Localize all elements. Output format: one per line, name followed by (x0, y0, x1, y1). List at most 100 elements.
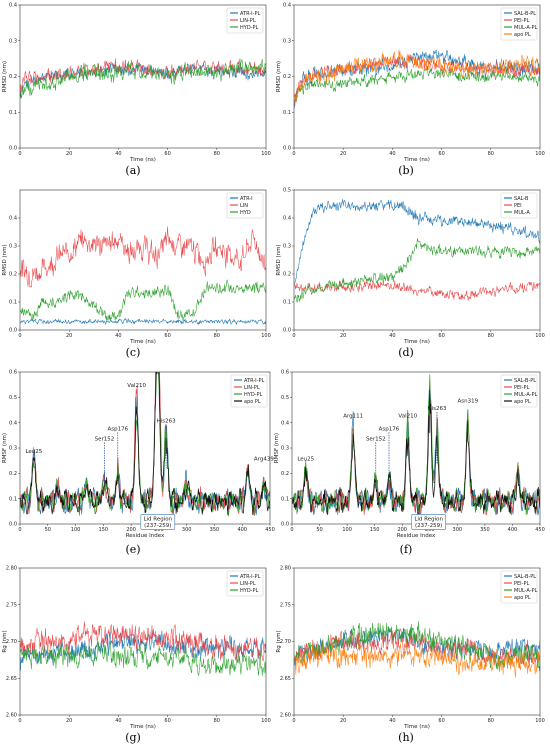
x-tick-label: 450 (265, 527, 275, 533)
legend-entry: PEI-PL (514, 385, 529, 391)
y-axis-label: RMSD (nm) (276, 61, 282, 92)
y-tick-label: 0.6 (281, 370, 289, 376)
y-tick-label: 0.1 (281, 496, 289, 502)
series-line-lin-pl (20, 621, 266, 662)
x-tick-label: 60 (164, 151, 170, 157)
legend-entry: HYD-PL (240, 588, 258, 594)
x-tick-label: 0 (18, 718, 21, 724)
x-tick-label: 150 (370, 527, 380, 533)
y-tick-label: 0.4 (283, 3, 291, 9)
legend-box (500, 7, 538, 41)
legend-entry: LIN-PL (240, 18, 256, 24)
y-tick-label: 2.60 (6, 713, 17, 719)
x-tick-label: 80 (488, 333, 494, 339)
x-tick-label: 400 (508, 527, 518, 533)
annotation-label: Asn319 (457, 398, 478, 404)
panel-caption: (d) (398, 346, 414, 359)
x-tick-label: 450 (535, 527, 545, 533)
y-tick-label: 0.2 (9, 74, 17, 80)
series-line-hyd-pl (20, 641, 266, 676)
series-line-mul-a-pl (294, 66, 540, 103)
series-group (20, 58, 266, 99)
x-axis-label: Residue Index (126, 533, 165, 539)
y-tick-label: 0.3 (9, 446, 17, 452)
legend-box (500, 570, 538, 604)
y-tick-label: 2.75 (280, 602, 291, 608)
x-tick-label: 60 (438, 151, 444, 157)
chart-panel-f: 0 50 100 150 200 250 300 350 400 450 0.0 0.1 0.2 0.3 0… (274, 370, 545, 556)
y-tick-label: 0.0 (283, 146, 291, 152)
x-tick-label: 80 (488, 151, 494, 157)
y-tick-label: 2.70 (6, 639, 17, 645)
legend-entry: MUL-A (514, 210, 530, 216)
x-axis-label: Time (ns) (129, 157, 156, 163)
y-tick-label: 0.3 (283, 38, 291, 44)
x-tick-label: 100 (261, 151, 271, 157)
x-axis-label: Time (ns) (403, 724, 430, 730)
x-tick-label: 250 (425, 527, 435, 533)
legend-box (500, 374, 538, 408)
panel-caption: (h) (398, 731, 414, 744)
series-group (294, 620, 540, 678)
panel-caption: (g) (125, 731, 141, 744)
legend-entry: PEI-PL (514, 581, 529, 587)
lid-region-range: (237-259) (415, 523, 442, 529)
y-tick-label: 0.4 (9, 216, 17, 222)
y-tick-label: 0.0 (283, 328, 291, 334)
y-axis-label: RMSD (nm) (2, 61, 8, 92)
x-tick-label: 20 (340, 333, 346, 339)
legend-entry: LIN-PL (244, 385, 260, 391)
legend-entry: PEI (514, 203, 522, 209)
series-line-apo-pl (20, 372, 270, 516)
legend-entry: MUL-A-PL (514, 392, 537, 398)
x-tick-label: 100 (71, 527, 81, 533)
y-tick-label: 0.3 (283, 244, 291, 250)
y-tick-label: 0.5 (283, 188, 291, 194)
x-tick-label: 60 (164, 718, 170, 724)
panel-caption: (b) (398, 164, 414, 177)
legend-entry: ATR-I-PL (240, 11, 260, 17)
annotation-label: Arg111 (343, 414, 363, 420)
annotation-label: His263 (427, 406, 447, 412)
y-tick-label: 0.3 (281, 446, 289, 452)
x-tick-label: 300 (182, 527, 192, 533)
series-line-hyd (20, 279, 266, 322)
annotation-label: Asp176 (107, 426, 128, 432)
x-tick-label: 100 (535, 333, 545, 339)
chart-panel-b: 0 20 40 60 80 100 0.0 0.1 0.2 0.3 0.4 Time (ns) RMSD… (276, 3, 545, 177)
legend-entry: HYD (240, 210, 251, 216)
y-tick-label: 0.0 (281, 522, 289, 528)
series-line-apo-pl (294, 641, 540, 678)
x-tick-label: 200 (397, 527, 407, 533)
series-group (294, 49, 540, 110)
series-line-hyd-pl (20, 372, 270, 517)
x-tick-label: 60 (438, 718, 444, 724)
legend-entry: apo PL (514, 399, 531, 405)
y-tick-label: 0.5 (281, 395, 289, 401)
y-axis-label: RMSD (nm) (2, 244, 8, 275)
x-tick-label: 40 (115, 151, 121, 157)
x-tick-label: 80 (488, 718, 494, 724)
series-line-pei (294, 279, 540, 301)
x-tick-label: 300 (453, 527, 463, 533)
x-tick-label: 0 (292, 333, 295, 339)
panel-caption: (f) (400, 543, 413, 556)
y-tick-label: 0.0 (9, 146, 17, 152)
y-tick-label: 0.4 (283, 216, 291, 222)
annotation-label: Arg439 (254, 457, 274, 463)
x-tick-label: 40 (115, 718, 121, 724)
y-tick-label: 0.6 (9, 370, 17, 376)
legend-entry: HYD-PL (244, 392, 262, 398)
x-tick-label: 0 (18, 151, 21, 157)
lid-region-box (411, 514, 447, 530)
series-line-hyd-pl (20, 58, 266, 99)
x-tick-label: 100 (261, 718, 271, 724)
legend-entry: PEI-PL (514, 18, 529, 24)
x-tick-label: 50 (316, 527, 322, 533)
x-tick-label: 0 (18, 527, 21, 533)
